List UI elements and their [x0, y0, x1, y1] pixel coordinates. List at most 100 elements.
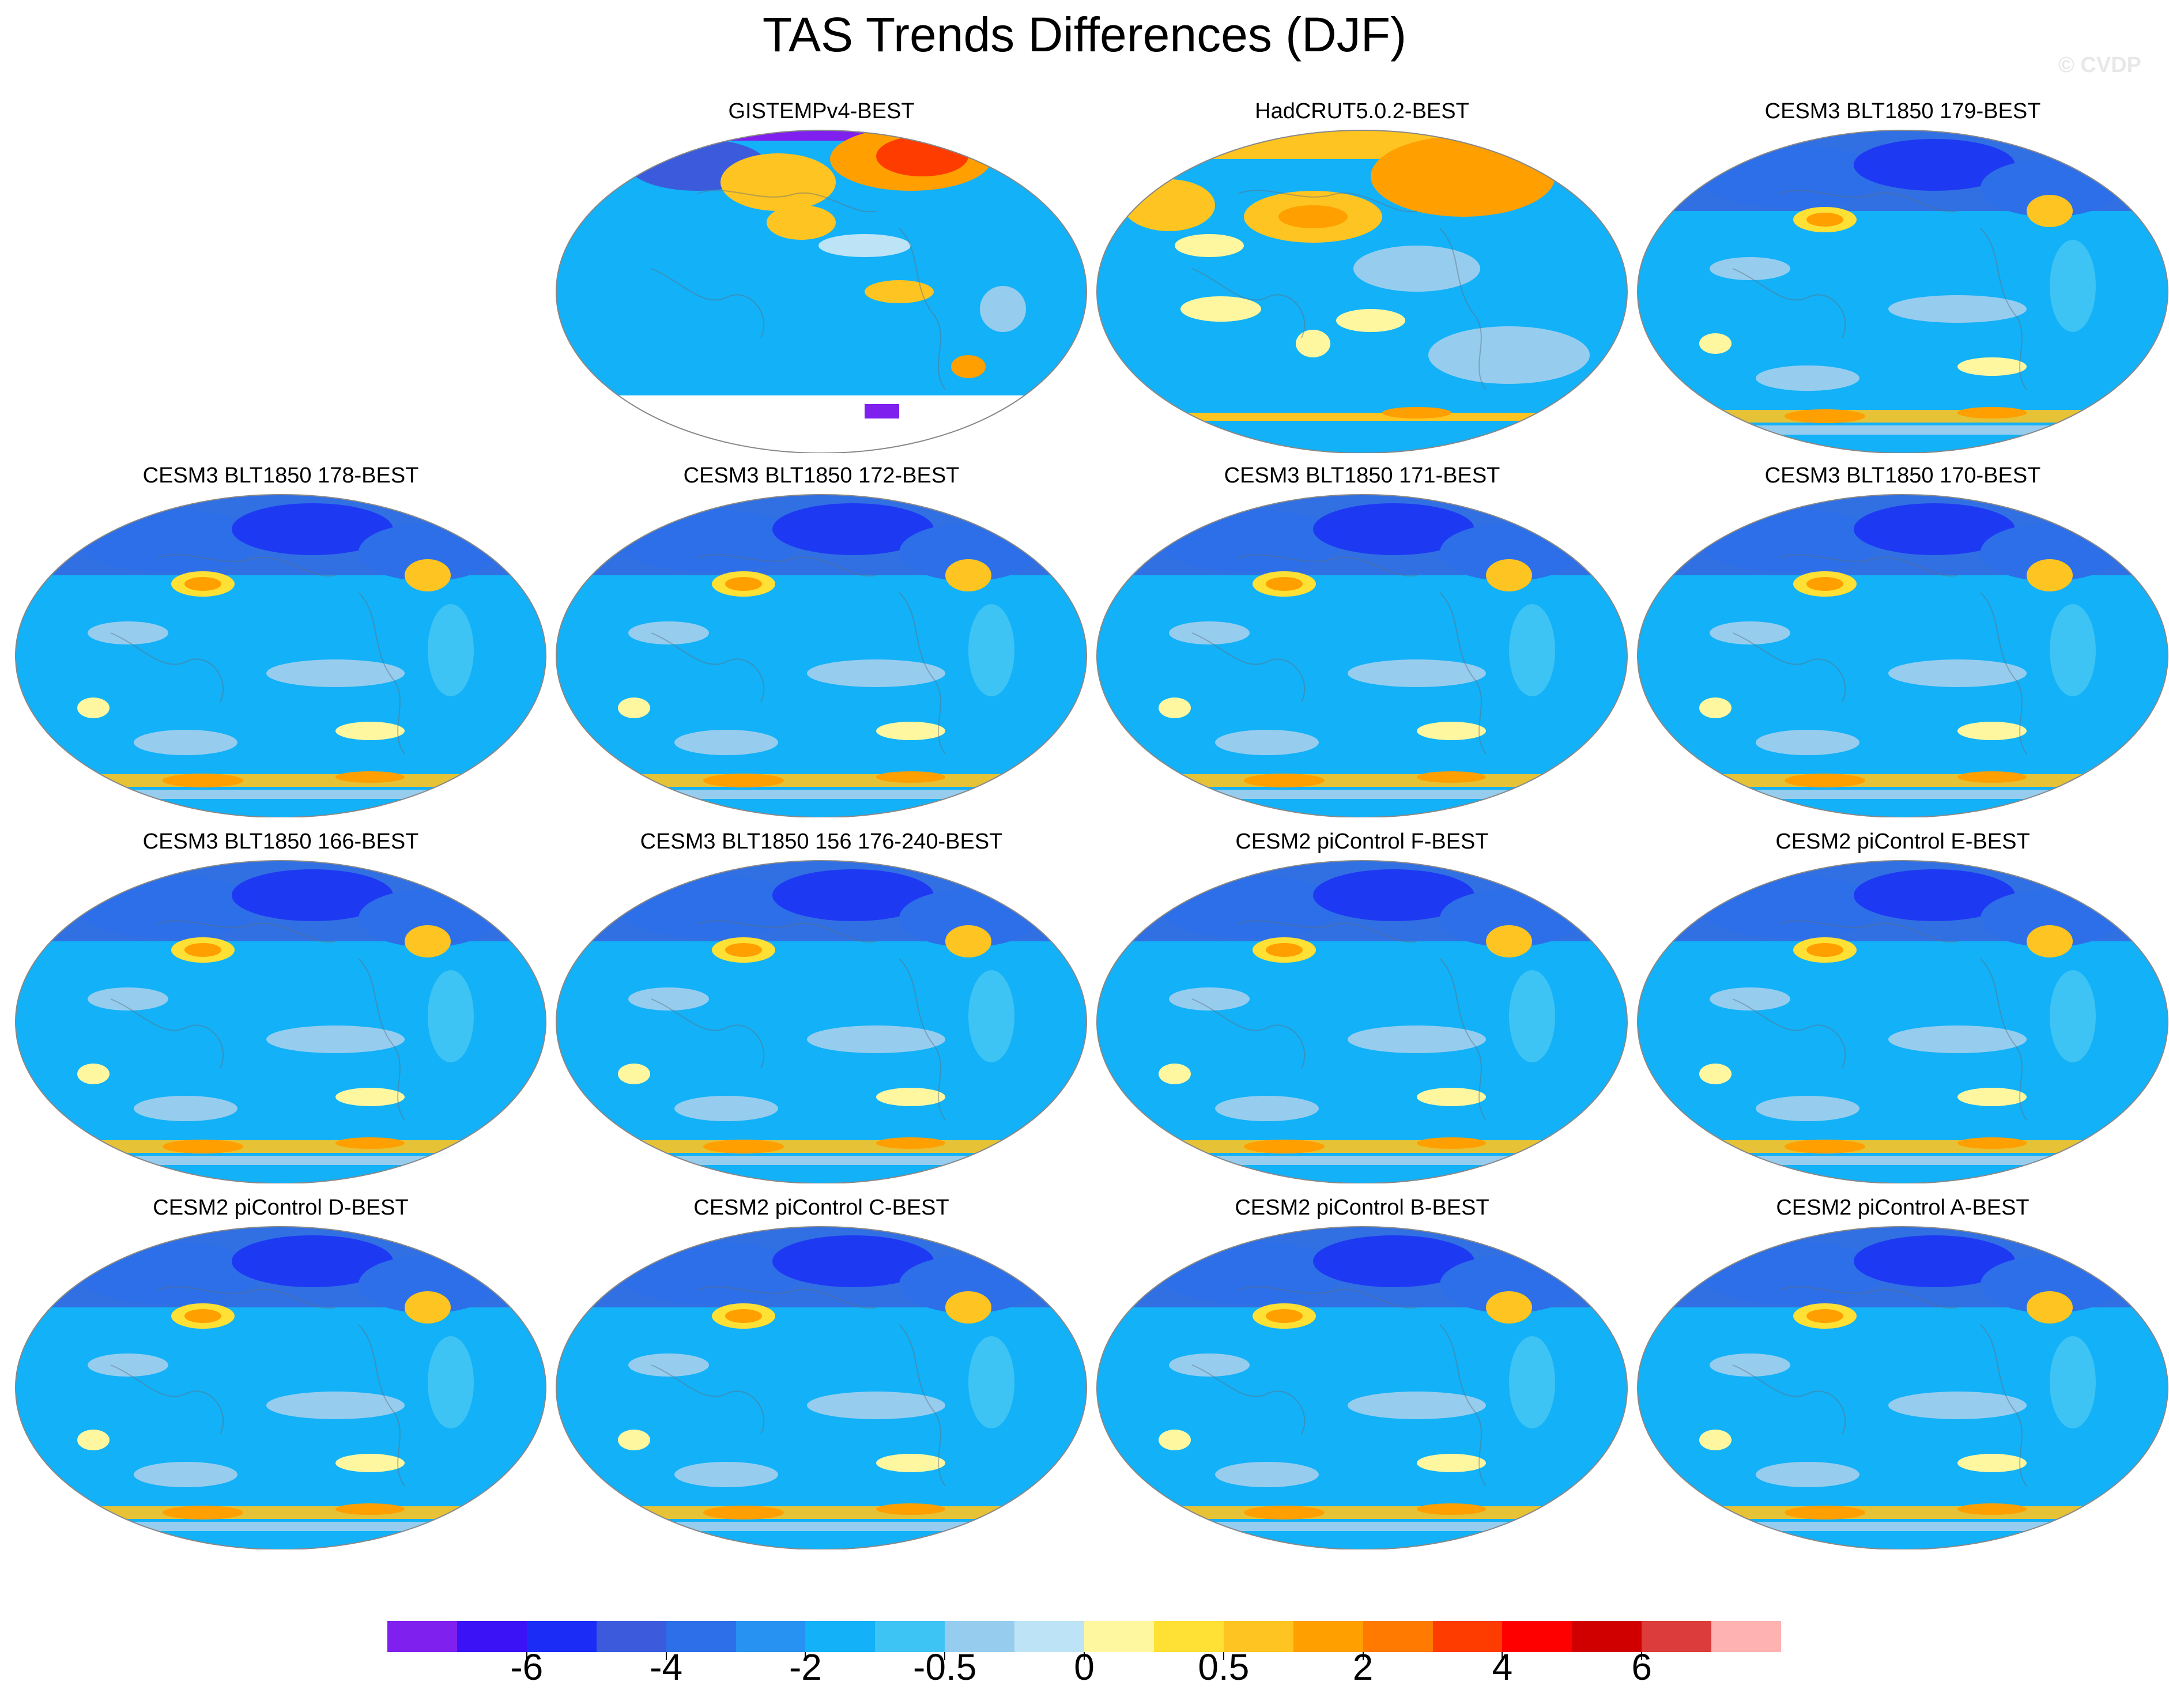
field-contour [1698, 1241, 1883, 1304]
field-contour [1152, 1156, 1572, 1165]
field-contour [1957, 1454, 2027, 1472]
colorbar-swatch [1084, 1621, 1155, 1652]
panel-title: CESM2 piControl E-BEST [1775, 830, 2030, 854]
coastline [110, 920, 405, 1121]
field-contour [335, 722, 405, 740]
robinson-map [1637, 1226, 2168, 1549]
field-contour [1957, 1137, 2027, 1149]
robinson-map [556, 1226, 1087, 1549]
field-contour [951, 355, 986, 378]
field-contour [1348, 1025, 1486, 1053]
field-contour [674, 1462, 778, 1487]
field-contour [876, 1454, 945, 1472]
field-contour [1699, 1064, 1732, 1084]
field-contour [1486, 925, 1532, 957]
field-contour [1348, 1392, 1486, 1419]
field-contour [1509, 970, 1555, 1062]
field-contour [876, 771, 945, 783]
colorbar-swatch [1711, 1621, 1782, 1652]
field-contour [1806, 213, 1843, 227]
map-panel: GISTEMPv4-BEST [553, 97, 1089, 454]
robinson-map [15, 860, 546, 1183]
field-contour [88, 621, 168, 644]
field-contour [807, 659, 945, 687]
field-contour [266, 659, 405, 687]
panel-title: GISTEMPv4-BEST [728, 99, 915, 123]
field-contour [556, 395, 1087, 453]
field-contour [1957, 722, 2027, 740]
colorbar-swatch [596, 1621, 667, 1652]
field-contour [163, 1140, 243, 1153]
map-panel: CESM3 BLT1850 178-BEST [13, 461, 549, 819]
colorbar-swatch [875, 1621, 945, 1652]
colorbar-tick [1084, 1652, 1085, 1660]
field-contour [1957, 407, 2027, 418]
field-contour [1417, 1454, 1486, 1472]
map-panel: CESM3 BLT1850 171-BEST [1094, 461, 1630, 819]
field-contour [1957, 771, 2027, 783]
field-contour [266, 1392, 405, 1419]
field-contour [1785, 409, 1865, 423]
field-contour [1756, 365, 1859, 391]
robinson-map [556, 130, 1087, 453]
field-contour [703, 1140, 784, 1153]
field-contour [1806, 577, 1843, 591]
field-contour [1266, 577, 1303, 591]
robinson-map [1637, 130, 2168, 453]
field-contour [1336, 309, 1405, 332]
panel-title: CESM2 piControl C-BEST [693, 1196, 949, 1220]
field-contour [1417, 722, 1486, 740]
field-contour [1215, 1096, 1319, 1121]
panel-title: CESM3 BLT1850 172-BEST [683, 463, 960, 488]
field-contour [674, 1096, 778, 1121]
field-contour [1710, 621, 1790, 644]
robinson-map [15, 1226, 546, 1549]
field-contour [70, 790, 491, 799]
map-outline [15, 494, 546, 817]
colorbar-swatch [1363, 1621, 1433, 1652]
field-contour [1699, 697, 1732, 718]
field-contour [1486, 559, 1532, 591]
colorbar-swatch [1432, 1621, 1503, 1652]
field-contour [2027, 925, 2073, 957]
colorbar-swatch [945, 1621, 1015, 1652]
field-contour [1509, 1336, 1555, 1428]
field-contour [405, 1291, 451, 1324]
field-contour [876, 722, 945, 740]
field-contour [2050, 604, 2096, 696]
field-contour [1169, 621, 1250, 644]
field-contour [1888, 659, 2027, 687]
field-contour [1692, 790, 2113, 799]
field-contour [428, 1336, 474, 1428]
map-outline [556, 1226, 1087, 1549]
map-panel: CESM3 BLT1850 170-BEST [1635, 461, 2169, 819]
field-contour [807, 1392, 945, 1419]
field-contour [428, 604, 474, 696]
field-contour [611, 790, 1032, 799]
colorbar-tick [944, 1652, 946, 1660]
robinson-map [15, 494, 546, 817]
robinson-map [1637, 860, 2168, 1183]
field-contour [628, 621, 709, 644]
field-contour [725, 943, 762, 957]
colorbar-tick [1223, 1652, 1224, 1660]
panel-title: CESM3 BLT1850 170-BEST [1764, 463, 2041, 488]
field-contour [1854, 503, 2015, 555]
field-contour [968, 1336, 1014, 1428]
field-contour [1417, 1503, 1486, 1515]
coastline [1191, 920, 1487, 1121]
panel-title: CESM2 piControl A-BEST [1776, 1196, 2030, 1220]
robinson-map [556, 860, 1087, 1183]
map-outline [1637, 130, 2168, 453]
field-contour [1313, 1235, 1474, 1287]
field-contour [1698, 875, 1883, 938]
map-panel: CESM2 piControl C-BEST [553, 1193, 1089, 1551]
field-contour [1244, 774, 1325, 787]
field-contour [1509, 604, 1555, 696]
field-contour [335, 1137, 405, 1149]
field-contour [1710, 987, 1790, 1011]
field-contour [1785, 774, 1865, 787]
coastline [651, 1286, 946, 1487]
field-contour [70, 1522, 491, 1531]
panel-title: CESM3 BLT1850 166-BEST [142, 830, 419, 854]
